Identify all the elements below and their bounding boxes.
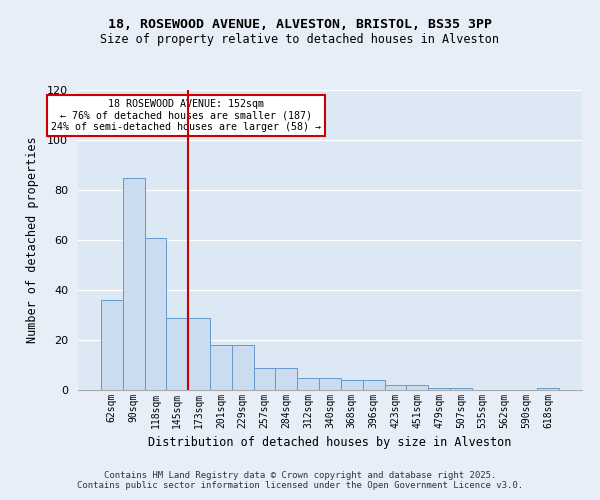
Bar [363,380,385,390]
Bar [254,368,275,390]
Bar [166,318,188,390]
Bar [428,388,450,390]
Bar [341,380,363,390]
Bar [319,378,341,390]
Bar [406,385,428,390]
X-axis label: Distribution of detached houses by size in Alveston: Distribution of detached houses by size … [148,436,512,450]
Bar [275,368,297,390]
Bar [188,318,210,390]
Text: 18, ROSEWOOD AVENUE, ALVESTON, BRISTOL, BS35 3PP: 18, ROSEWOOD AVENUE, ALVESTON, BRISTOL, … [108,18,492,30]
Y-axis label: Number of detached properties: Number of detached properties [26,136,39,344]
Bar [385,385,406,390]
Bar [145,238,166,390]
Text: 18 ROSEWOOD AVENUE: 152sqm
← 76% of detached houses are smaller (187)
24% of sem: 18 ROSEWOOD AVENUE: 152sqm ← 76% of deta… [52,99,322,132]
Bar [450,388,472,390]
Text: Contains HM Land Registry data © Crown copyright and database right 2025.
Contai: Contains HM Land Registry data © Crown c… [77,470,523,490]
Bar [210,345,232,390]
Bar [123,178,145,390]
Bar [101,300,123,390]
Bar [297,378,319,390]
Bar [232,345,254,390]
Bar [537,388,559,390]
Text: Size of property relative to detached houses in Alveston: Size of property relative to detached ho… [101,32,499,46]
